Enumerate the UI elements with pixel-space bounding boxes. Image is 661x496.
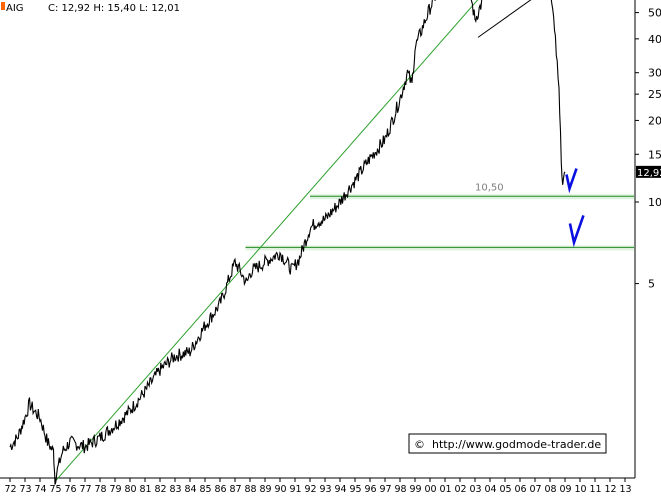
x-tick-label-38: 10 bbox=[575, 484, 587, 495]
x-tick-label-36: 08 bbox=[545, 484, 557, 495]
x-tick-label-27: 99 bbox=[410, 484, 422, 495]
x-tick-label-12: 84 bbox=[185, 484, 197, 495]
x-tick-label-2: 74 bbox=[35, 484, 47, 495]
x-tick-label-15: 87 bbox=[230, 484, 242, 495]
y-tick-label-5: 30 bbox=[648, 67, 661, 80]
header-symbol-marker bbox=[1, 2, 5, 10]
copyright-icon: © bbox=[414, 438, 425, 451]
trendline-1 bbox=[54, 0, 479, 482]
x-tick-label-17: 89 bbox=[260, 484, 272, 495]
x-tick-label-25: 97 bbox=[380, 484, 392, 495]
x-tick-label-9: 81 bbox=[140, 484, 152, 495]
x-tick-label-14: 86 bbox=[215, 484, 227, 495]
x-tick-label-22: 94 bbox=[335, 484, 347, 495]
x-tick-label-40: 12 bbox=[605, 484, 617, 495]
price-line bbox=[9, 0, 566, 485]
x-tick-label-34: 06 bbox=[515, 484, 527, 495]
trendlines bbox=[54, 0, 532, 482]
x-tick-label-16: 88 bbox=[245, 484, 257, 495]
x-tick-label-4: 76 bbox=[65, 484, 77, 495]
x-tick-label-41: 13 bbox=[620, 484, 632, 495]
header-ohlc: C: 12,92 H: 15,40 L: 12,01 bbox=[48, 3, 180, 14]
support-zones bbox=[245, 194, 634, 251]
x-tick-label-20: 92 bbox=[305, 484, 317, 495]
x-tick-label-39: 11 bbox=[590, 484, 602, 495]
x-tick-label-13: 85 bbox=[200, 484, 212, 495]
y-tick-label-6: 40 bbox=[648, 33, 661, 46]
y-tick-label-0: 5 bbox=[648, 278, 655, 291]
y-tick-label-3: 20 bbox=[648, 114, 661, 127]
x-tick-label-26: 98 bbox=[395, 484, 407, 495]
arrow-check-1 bbox=[565, 168, 578, 194]
watermark-text: http://www.godmode-trader.de bbox=[432, 438, 601, 451]
last-price-marker: 12,92 bbox=[636, 165, 661, 179]
annotation-label-2: 10,50 bbox=[475, 182, 504, 193]
x-tick-label-24: 96 bbox=[365, 484, 377, 495]
x-axis-ticks: 72 73 74 75 76 77 78 79 80 81 82 83 84 85 86 87 88 89 90 91… bbox=[5, 478, 632, 495]
x-tick-label-3: 75 bbox=[50, 484, 62, 495]
x-tick-label-1: 73 bbox=[20, 484, 32, 495]
y-tick-label-4: 25 bbox=[648, 88, 661, 101]
last-price-label: 12,92 bbox=[637, 168, 661, 179]
arrows bbox=[565, 168, 585, 248]
trendline-2 bbox=[477, 0, 532, 38]
price-series bbox=[9, 0, 566, 485]
x-tick-label-5: 77 bbox=[80, 484, 92, 495]
x-tick-label-23: 95 bbox=[350, 484, 362, 495]
y-tick-label-2: 15 bbox=[648, 148, 661, 161]
arrow-check-2 bbox=[568, 214, 585, 248]
y-axis-ticks: 510152025304050607590 bbox=[635, 7, 661, 291]
x-tick-label-37: 09 bbox=[560, 484, 572, 495]
x-tick-label-32: 04 bbox=[485, 484, 497, 495]
x-tick-label-35: 07 bbox=[530, 484, 542, 495]
x-tick-label-6: 78 bbox=[95, 484, 107, 495]
x-tick-label-31: 03 bbox=[470, 484, 482, 495]
x-tick-label-0: 72 bbox=[5, 484, 17, 495]
x-tick-label-18: 90 bbox=[275, 484, 287, 495]
x-tick-label-7: 79 bbox=[110, 484, 122, 495]
x-tick-label-33: 05 bbox=[500, 484, 512, 495]
x-tick-label-19: 91 bbox=[290, 484, 302, 495]
x-tick-label-28: 00 bbox=[425, 484, 437, 495]
y-tick-label-1: 10 bbox=[648, 196, 661, 209]
x-tick-label-30: 02 bbox=[455, 484, 467, 495]
annotations: 103,7510,50 bbox=[475, 182, 504, 193]
x-tick-label-11: 83 bbox=[170, 484, 182, 495]
x-tick-label-21: 93 bbox=[320, 484, 332, 495]
x-tick-label-10: 82 bbox=[155, 484, 167, 495]
x-tick-label-8: 80 bbox=[125, 484, 137, 495]
y-tick-label-7: 50 bbox=[648, 7, 661, 20]
watermark-box bbox=[408, 433, 607, 454]
header-symbol: AIG bbox=[6, 3, 24, 14]
x-tick-label-29: 01 bbox=[440, 484, 452, 495]
last-price-box bbox=[636, 165, 661, 178]
